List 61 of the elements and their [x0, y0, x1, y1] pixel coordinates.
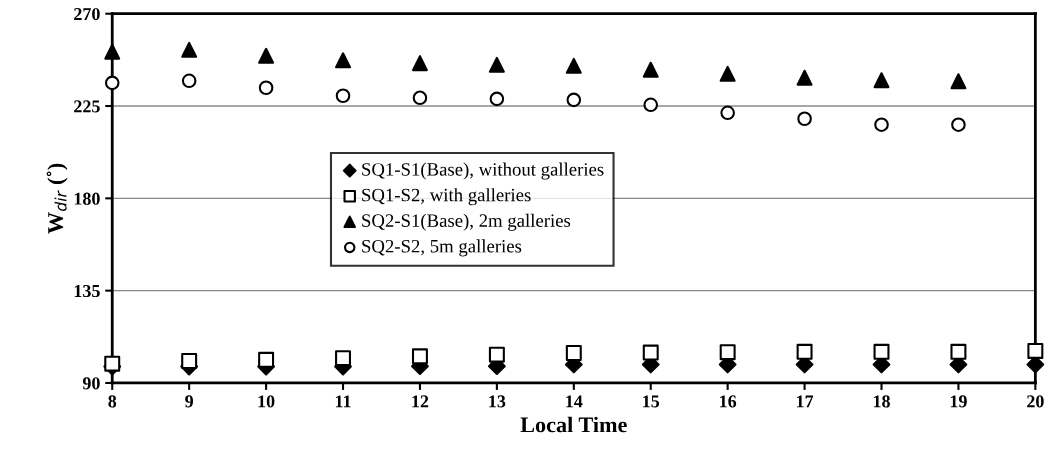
- point: [950, 343, 967, 360]
- legend-label: SQ2-S1(Base), 2m galleries: [362, 213, 571, 231]
- point: [104, 355, 121, 372]
- point: [1027, 342, 1044, 359]
- point: [335, 88, 351, 104]
- x-tick-label: 13: [489, 395, 506, 408]
- y-tick-label: 90: [82, 377, 100, 390]
- point: [719, 65, 736, 82]
- point: [258, 47, 275, 64]
- y-tick-label: 270: [74, 7, 100, 21]
- legend-label: SQ2-S2, 5m galleries: [362, 239, 522, 257]
- y-tick-label: 180: [74, 192, 100, 205]
- x-tick-label: 17: [797, 395, 814, 408]
- legend-label: SQ1-S2, with galleries: [362, 188, 531, 206]
- point: [797, 111, 812, 127]
- point: [565, 345, 582, 361]
- point: [488, 346, 505, 363]
- x-tick-label: 16: [720, 395, 737, 408]
- y-axis-title: W$_{dir}$ (˚): [46, 163, 68, 234]
- x-tick-label: 8: [108, 395, 117, 408]
- legend-label: SQ1-S1(Base), without galleries: [362, 162, 604, 180]
- point: [873, 72, 890, 89]
- point: [104, 75, 120, 91]
- point: [643, 97, 659, 113]
- point: [951, 117, 966, 132]
- point: [796, 343, 813, 360]
- point: [181, 41, 198, 58]
- point: [489, 91, 505, 107]
- y-tick-label: 135: [74, 284, 100, 298]
- point: [104, 43, 121, 60]
- x-tick-label: 15: [643, 395, 660, 408]
- point: [566, 92, 582, 108]
- point: [720, 105, 735, 121]
- x-axis-title: Local Time: [520, 416, 627, 433]
- x-tick-label: 20: [1027, 395, 1044, 408]
- y-tick-label: 225: [74, 100, 100, 113]
- point: [411, 348, 428, 365]
- point: [873, 343, 890, 360]
- point: [335, 52, 352, 69]
- x-tick-label: 19: [950, 395, 967, 408]
- point: [181, 353, 198, 369]
- x-tick-label: 11: [335, 395, 351, 408]
- x-tick-label: 10: [258, 395, 275, 408]
- x-tick-label: 18: [873, 395, 890, 408]
- point: [488, 56, 505, 73]
- x-tick-label: 12: [412, 395, 429, 408]
- point: [642, 344, 659, 361]
- x-tick-label: 14: [566, 395, 583, 408]
- point: [335, 350, 352, 367]
- point: [565, 57, 582, 74]
- point: [412, 90, 428, 106]
- point: [719, 344, 736, 361]
- point: [411, 55, 428, 72]
- x-tick-label: 9: [185, 395, 194, 408]
- point: [642, 61, 659, 78]
- point: [874, 117, 889, 132]
- point: [258, 351, 275, 368]
- point: [258, 80, 274, 96]
- point: [950, 73, 967, 90]
- point: [181, 73, 197, 89]
- point: [796, 69, 813, 86]
